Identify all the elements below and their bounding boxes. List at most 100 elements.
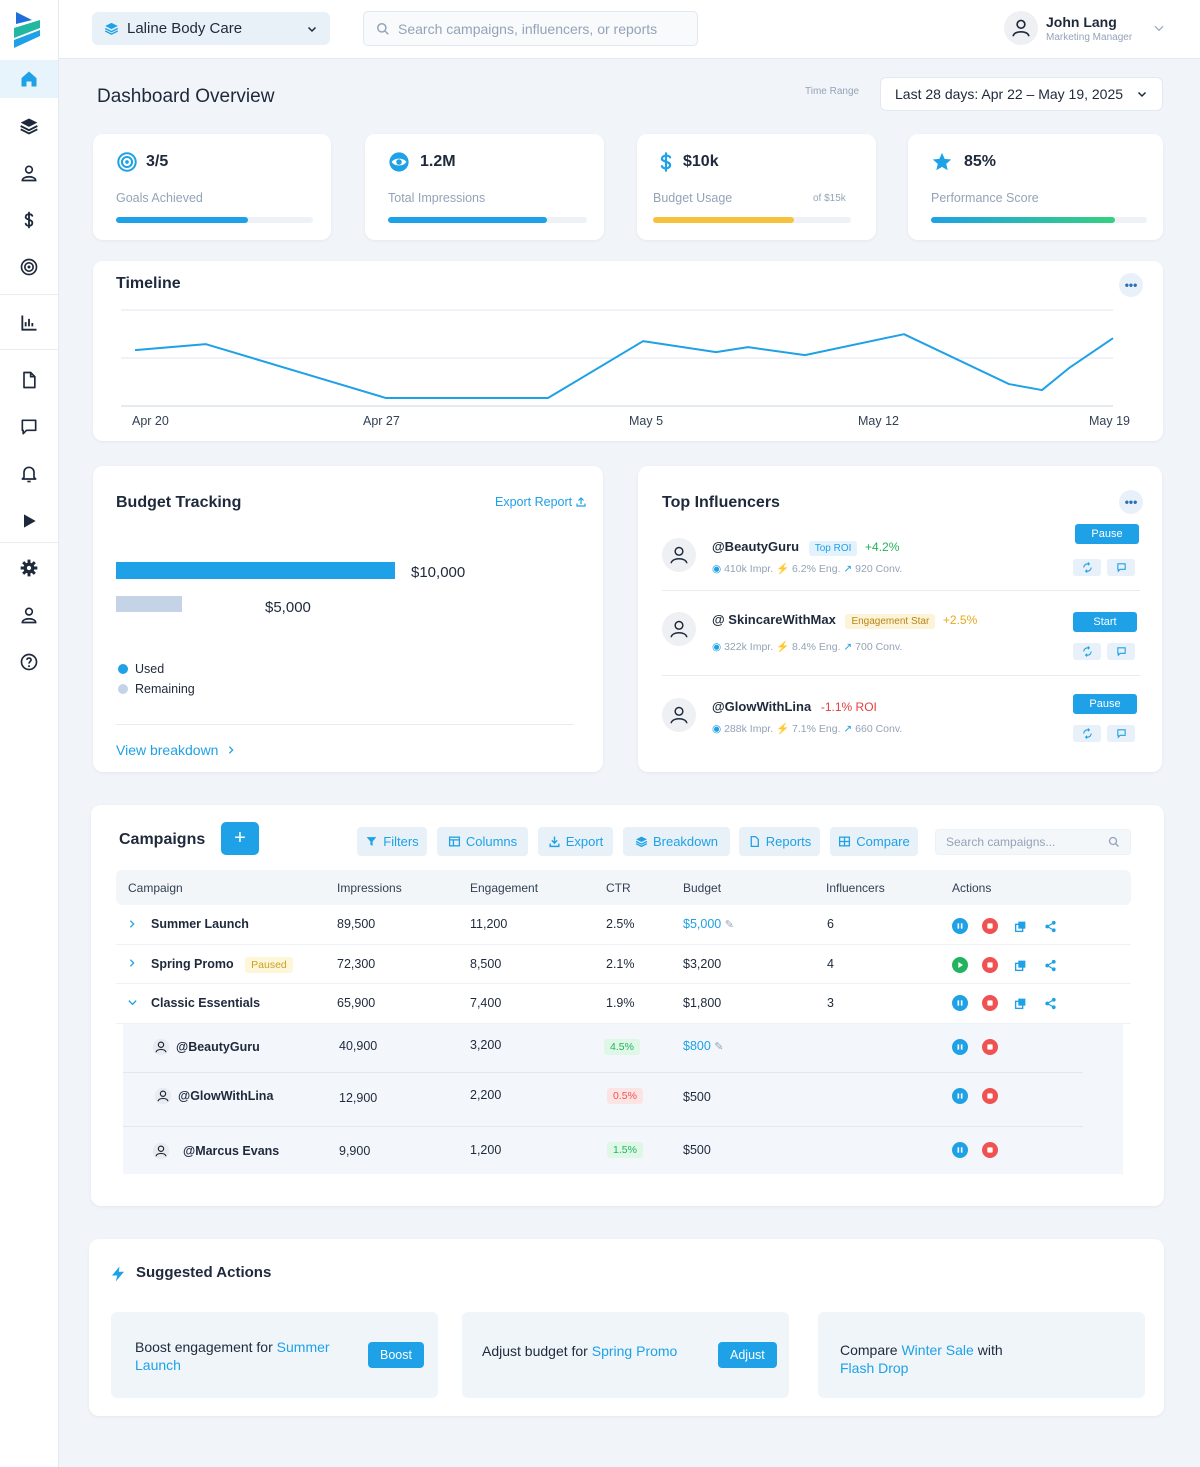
sync-icon[interactable] xyxy=(1073,559,1101,576)
message-icon[interactable] xyxy=(1107,559,1135,576)
filters-button[interactable]: Filters xyxy=(357,827,427,856)
campaign-link[interactable]: Spring Promo xyxy=(591,1343,678,1359)
user-icon xyxy=(152,1038,170,1056)
sidebar-item-notifications[interactable] xyxy=(0,455,58,493)
sidebar-item-profile[interactable] xyxy=(0,596,58,634)
sidebar-item-budget[interactable] xyxy=(0,201,58,239)
sidebar-item-goals[interactable] xyxy=(0,248,58,286)
pause-icon[interactable] xyxy=(952,1142,968,1158)
column-header[interactable]: Campaign xyxy=(128,881,183,895)
divider xyxy=(116,1023,1131,1024)
sidebar-item-analytics[interactable] xyxy=(0,304,58,342)
campaign-search-input[interactable]: Search campaigns... xyxy=(935,829,1131,855)
influencer-row[interactable]: @BeautyGuru Top ROI +4.2% ◉ 410k Impr. ⚡… xyxy=(662,523,1140,589)
play-icon[interactable] xyxy=(952,957,968,973)
campaign-name[interactable]: Classic Essentials xyxy=(151,996,261,1010)
trend-icon: ↗ xyxy=(843,563,853,575)
user-menu[interactable]: John Lang Marketing Manager xyxy=(1004,11,1166,45)
sidebar-item-layers[interactable] xyxy=(0,107,58,145)
column-header[interactable]: Actions xyxy=(952,881,992,895)
suggestion-card: Compare Winter Sale with Flash Drop xyxy=(818,1312,1145,1398)
message-icon[interactable] xyxy=(1107,725,1135,742)
budget-title: Budget Tracking xyxy=(116,494,242,511)
stop-icon[interactable] xyxy=(982,1142,998,1158)
campaign-link[interactable]: Flash Drop xyxy=(840,1360,909,1376)
sidebar-item-messages[interactable] xyxy=(0,408,58,446)
column-header[interactable]: Engagement xyxy=(470,881,539,895)
ctr-cell: 1.9% xyxy=(606,996,635,1010)
sync-icon[interactable] xyxy=(1073,725,1101,742)
chevron-right-icon[interactable] xyxy=(127,958,137,968)
start-button[interactable]: Start xyxy=(1073,612,1137,632)
copy-icon[interactable] xyxy=(1012,957,1028,973)
time-range-select[interactable]: Last 28 days: Apr 22 – May 19, 2025 xyxy=(880,77,1163,111)
export-button[interactable]: Export xyxy=(538,827,613,856)
stat-value: 85% xyxy=(964,153,997,170)
column-header[interactable]: Influencers xyxy=(826,881,885,895)
copy-icon[interactable] xyxy=(1012,918,1028,934)
reports-button[interactable]: Reports xyxy=(739,827,820,856)
influencer-row[interactable]: @GlowWithLina -1.1% ROI ◉ 288k Impr. ⚡ 7… xyxy=(662,684,1140,760)
brand-selector[interactable]: Laline Body Care xyxy=(92,12,330,45)
compare-button[interactable]: Compare xyxy=(830,827,918,856)
campaign-name[interactable]: Summer Launch xyxy=(151,917,249,931)
campaign-name[interactable]: Spring Promo Paused xyxy=(151,957,293,973)
more-options-icon[interactable]: ••• xyxy=(1119,273,1143,297)
influencer-row[interactable]: @ SkincareWithMax Engagement Star +2.5% … xyxy=(662,596,1140,674)
copy-icon[interactable] xyxy=(1012,995,1028,1011)
campaign-link[interactable]: Winter Sale xyxy=(901,1342,974,1358)
more-options-icon[interactable]: ••• xyxy=(1119,490,1143,514)
add-campaign-button[interactable]: + xyxy=(221,822,259,855)
stop-icon[interactable] xyxy=(982,1088,998,1104)
pause-icon[interactable] xyxy=(952,1039,968,1055)
stop-icon[interactable] xyxy=(982,957,998,973)
pause-icon[interactable] xyxy=(952,995,968,1011)
column-header[interactable]: CTR xyxy=(606,881,631,895)
sidebar-item-documents[interactable] xyxy=(0,361,58,399)
budget-cell: $1,800 xyxy=(683,996,722,1010)
export-report-link[interactable]: Export Report xyxy=(495,495,587,509)
adjust-button[interactable]: Adjust xyxy=(718,1342,777,1368)
sync-icon[interactable] xyxy=(1073,643,1101,660)
sidebar-item-media[interactable] xyxy=(0,502,58,540)
stop-icon[interactable] xyxy=(982,918,998,934)
bolt-icon xyxy=(112,1266,124,1282)
pencil-icon[interactable]: ✎ xyxy=(714,1041,724,1053)
trend-icon: ↗ xyxy=(843,723,853,735)
chevron-right-icon[interactable] xyxy=(127,919,137,929)
sidebar-item-settings[interactable] xyxy=(0,549,58,587)
campaign-link[interactable]: Summer Launch xyxy=(135,1339,330,1373)
sidebar-item-help[interactable] xyxy=(0,643,58,681)
pause-icon[interactable] xyxy=(952,918,968,934)
view-breakdown-link[interactable]: View breakdown xyxy=(116,742,236,758)
pause-icon[interactable] xyxy=(952,1088,968,1104)
share-icon[interactable] xyxy=(1042,995,1058,1011)
x-tick-label: May 19 xyxy=(1089,414,1130,428)
pause-button[interactable]: Pause xyxy=(1075,524,1139,544)
boost-button[interactable]: Boost xyxy=(368,1342,424,1368)
impressions-metric: 322k Impr. xyxy=(724,641,774,653)
influencer-handle[interactable]: @Marcus Evans xyxy=(183,1144,280,1158)
sidebar-item-users[interactable] xyxy=(0,154,58,192)
brand-logo[interactable] xyxy=(12,10,42,50)
share-icon[interactable] xyxy=(1042,918,1058,934)
pencil-icon[interactable]: ✎ xyxy=(724,919,734,931)
column-header[interactable]: Impressions xyxy=(337,881,402,895)
column-header[interactable]: Budget xyxy=(683,881,722,895)
budget-cell[interactable]: $800 ✎ xyxy=(683,1039,724,1053)
budget-cell[interactable]: $5,000 ✎ xyxy=(683,917,734,931)
pause-button[interactable]: Pause xyxy=(1073,694,1137,714)
message-icon[interactable] xyxy=(1107,643,1135,660)
sidebar-item-home[interactable] xyxy=(0,60,58,98)
influencer-delta: +4.2% xyxy=(865,540,900,554)
chevron-down-icon[interactable] xyxy=(127,997,138,1008)
columns-button[interactable]: Columns xyxy=(437,827,528,856)
dollar-icon xyxy=(24,211,34,229)
influencer-handle[interactable]: @GlowWithLina xyxy=(178,1089,274,1103)
global-search-input[interactable]: Search campaigns, influencers, or report… xyxy=(363,11,698,46)
stop-icon[interactable] xyxy=(982,1039,998,1055)
stop-icon[interactable] xyxy=(982,995,998,1011)
influencer-handle[interactable]: @BeautyGuru xyxy=(176,1040,260,1054)
breakdown-button[interactable]: Breakdown xyxy=(623,827,730,856)
share-icon[interactable] xyxy=(1042,957,1058,973)
